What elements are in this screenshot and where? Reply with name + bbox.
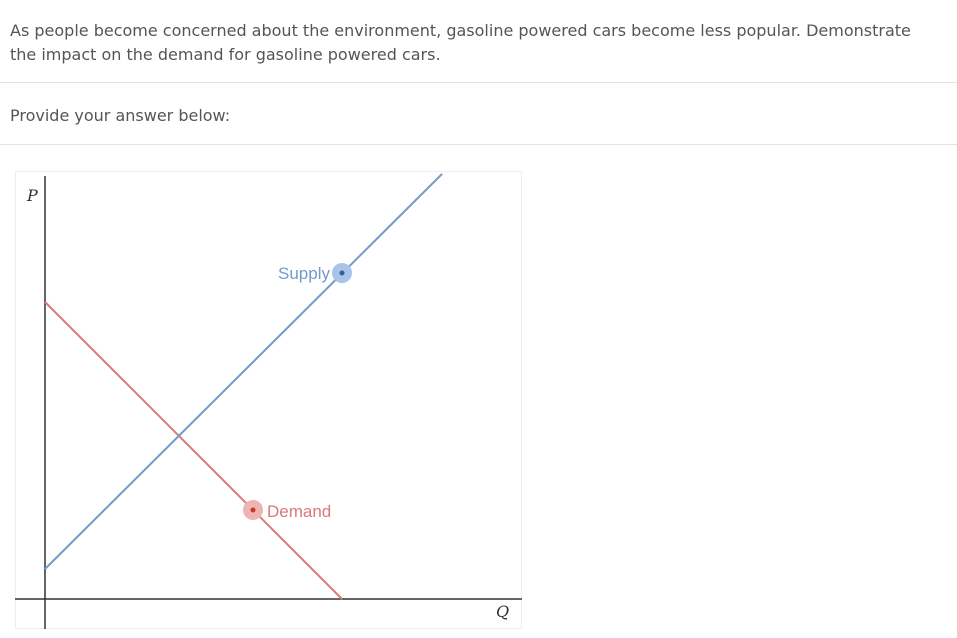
supply-curve[interactable] [44, 173, 443, 570]
demand-label: Demand [267, 502, 331, 521]
supply-label: Supply [278, 264, 330, 283]
answer-prompt: Provide your answer below: [10, 106, 231, 125]
y-axis-label: P [26, 186, 38, 205]
supply-handle-dot-icon [339, 270, 345, 276]
demand-curve[interactable] [44, 301, 343, 600]
divider-top [0, 82, 957, 83]
x-axis-label: Q [496, 602, 509, 621]
question-text: As people become concerned about the env… [10, 21, 911, 64]
divider-bottom [0, 144, 957, 145]
demand-handle-dot-icon [250, 507, 256, 513]
graph-panel [15, 171, 522, 629]
